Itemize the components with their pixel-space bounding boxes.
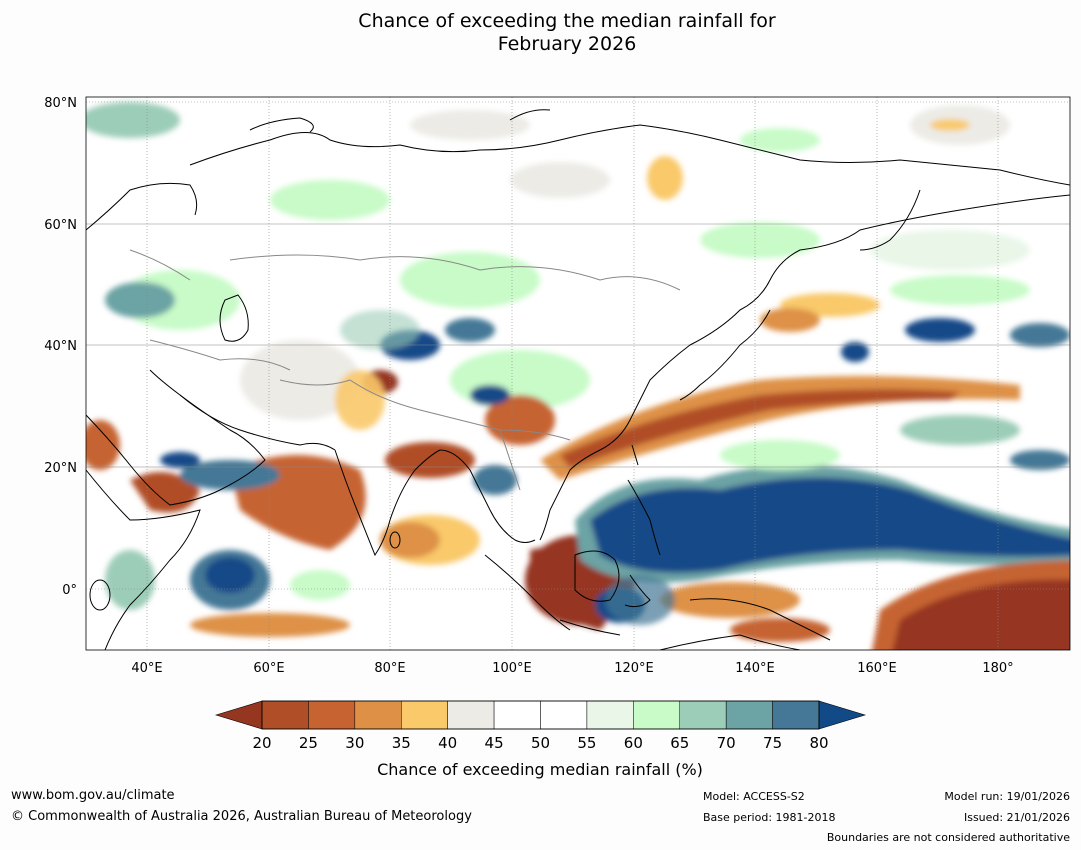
footer-boundaries-note: Boundaries are not considered authoritat… bbox=[826, 831, 1070, 844]
map-title-line-1: Chance of exceeding the median rainfall … bbox=[358, 10, 776, 32]
footer-base-period: Base period: 1981-2018 bbox=[703, 811, 836, 824]
colorbar-band bbox=[725, 700, 773, 730]
colorbar-band bbox=[633, 700, 680, 730]
colorbar-tick-label: 55 bbox=[577, 734, 596, 752]
latitude-labels: 80°N 60°N 40°N 20°N 0° bbox=[44, 96, 77, 598]
lat-label-0: 0° bbox=[62, 583, 77, 598]
lon-label-160e: 160°E bbox=[857, 661, 897, 676]
lon-label-120e: 120°E bbox=[614, 661, 654, 676]
colorbar-ticks: 20 25 30 35 40 45 50 55 60 65 70 75 80 bbox=[252, 734, 828, 752]
colorbar-tick-label: 70 bbox=[717, 734, 736, 752]
colorbar-tick-label: 80 bbox=[809, 734, 828, 752]
colorbar-band bbox=[447, 700, 495, 730]
colorbar-tick-label: 20 bbox=[252, 734, 271, 752]
lon-label-180: 180° bbox=[982, 661, 1013, 676]
lat-label-80n: 80°N bbox=[44, 96, 77, 111]
lat-label-60n: 60°N bbox=[44, 218, 77, 233]
lon-label-40e: 40°E bbox=[131, 661, 162, 676]
colorbar-tick-label: 40 bbox=[438, 734, 457, 752]
colorbar-tick-label: 50 bbox=[531, 734, 550, 752]
lon-label-60e: 60°E bbox=[253, 661, 284, 676]
colorbar-tick-label: 30 bbox=[345, 734, 364, 752]
footer-issued: Issued: 21/01/2026 bbox=[963, 811, 1070, 824]
colorbar: 20 25 30 35 40 45 50 55 60 65 70 75 80 Chance of exc… bbox=[214, 700, 867, 779]
colorbar-band bbox=[261, 700, 309, 730]
rainfall-probability-field bbox=[86, 102, 1070, 650]
colorbar-low-extension bbox=[214, 700, 263, 730]
country-boundaries bbox=[129, 249, 681, 491]
map-panel bbox=[86, 97, 1070, 650]
map-title: Chance of exceeding the median rainfall … bbox=[0, 10, 1081, 56]
footer-model-run: Model run: 19/01/2026 bbox=[944, 790, 1070, 803]
coastlines bbox=[86, 109, 1070, 650]
colorbar-band bbox=[308, 700, 356, 730]
footer-copyright: © Commonwealth of Australia 2026, Austra… bbox=[11, 809, 472, 824]
colorbar-tick-label: 25 bbox=[299, 734, 318, 752]
colorbar-tick-label: 35 bbox=[392, 734, 411, 752]
map-gridlines bbox=[86, 97, 1070, 650]
colorbar-bands bbox=[261, 700, 820, 730]
footer-website[interactable]: www.bom.gov.au/climate bbox=[11, 788, 175, 803]
colorbar-band bbox=[493, 700, 541, 730]
map-title-line-2: February 2026 bbox=[497, 33, 637, 55]
colorbar-tick-label: 45 bbox=[485, 734, 504, 752]
colorbar-tick-label: 75 bbox=[763, 734, 782, 752]
longitude-labels: 40°E 60°E 80°E 100°E 120°E 140°E 160°E 1… bbox=[131, 661, 1013, 676]
colorbar-tick-label: 60 bbox=[624, 734, 643, 752]
map-frame bbox=[85, 96, 1071, 651]
colorbar-tick-label: 65 bbox=[670, 734, 689, 752]
colorbar-band bbox=[354, 700, 402, 730]
lon-label-140e: 140°E bbox=[735, 661, 775, 676]
lon-label-80e: 80°E bbox=[374, 661, 405, 676]
lat-label-40n: 40°N bbox=[44, 339, 77, 354]
lon-label-100e: 100°E bbox=[492, 661, 532, 676]
footer-model: Model: ACCESS-S2 bbox=[703, 790, 805, 803]
colorbar-label: Chance of exceeding median rainfall (%) bbox=[377, 760, 703, 779]
lat-label-20n: 20°N bbox=[44, 461, 77, 476]
colorbar-band bbox=[401, 700, 448, 730]
colorbar-high-extension bbox=[818, 700, 867, 730]
colorbar-band bbox=[679, 700, 727, 730]
colorbar-band bbox=[772, 700, 820, 730]
colorbar-band bbox=[540, 700, 588, 730]
colorbar-band bbox=[586, 700, 634, 730]
